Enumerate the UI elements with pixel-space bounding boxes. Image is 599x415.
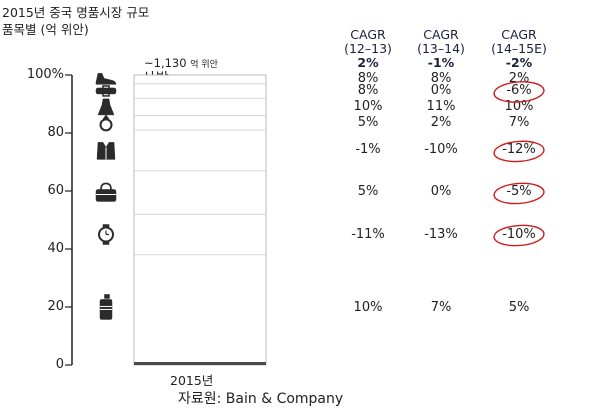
cagr-overall-0: 2%: [357, 55, 379, 70]
highlight-circle-4: [493, 140, 545, 163]
bar-base: [134, 362, 266, 365]
total-unit: 억 위안: [190, 60, 218, 70]
chart-title: 2015년 중국 명품시장 규모 품목별 (억 위안): [2, 4, 149, 38]
cosmetics-icon: [99, 294, 113, 320]
cagr-value-3-2: 7%: [508, 114, 530, 130]
total-value: ~1,130: [144, 56, 187, 70]
cagr-value-7-0: 10%: [353, 300, 383, 316]
cagr-header-2: CAGR (14–15E) -2%: [474, 28, 564, 70]
cagr-value-7-1: 7%: [430, 300, 452, 316]
cagr-header-period-0: (12–13): [344, 41, 392, 56]
cagr-value-1-1: 0%: [430, 82, 452, 98]
cagr-value-4-1: -10%: [424, 142, 458, 158]
cagr-header-title-0: CAGR: [350, 27, 386, 42]
chart-title-line-2: 품목별 (억 위안): [2, 22, 89, 37]
cagr-value-4-0: -1%: [355, 142, 381, 158]
bar-outline: [133, 74, 267, 366]
cagr-value-5-1: 0%: [430, 184, 452, 200]
dress-icon: [97, 98, 115, 116]
cagr-header-1: CAGR (13–14) -1%: [396, 28, 486, 70]
total-label: ~1,130 억 위안: [144, 56, 218, 70]
cagr-value-2-0: 10%: [353, 98, 383, 114]
cagr-header-0: CAGR (12–13) 2%: [323, 28, 413, 70]
cagr-value-3-1: 2%: [430, 114, 452, 130]
cagr-header-title-2: CAGR: [501, 27, 537, 42]
highlight-circle-1: [493, 81, 545, 103]
bag-icon: [95, 182, 117, 202]
cagr-header-period-2: (14–15E): [491, 41, 547, 56]
accessory-icon: [95, 85, 117, 97]
x-category-label: 2015년: [170, 373, 214, 388]
cagr-value-5-2: -5%: [506, 184, 532, 200]
y-tick-label-40: 40: [47, 241, 64, 256]
cagr-value-1-2: -6%: [506, 82, 532, 98]
cagr-value-7-2: 5%: [508, 300, 530, 316]
cagr-value-0-1: 8%: [430, 71, 452, 87]
cagr-header-period-1: (13–14): [417, 41, 465, 56]
cagr-value-6-2: -10%: [502, 226, 536, 242]
ring-icon: [99, 114, 113, 132]
cagr-overall-2: -2%: [505, 55, 533, 70]
highlight-circle-5: [493, 182, 545, 205]
cagr-overall-1: -1%: [427, 55, 455, 70]
cagr-header-title-1: CAGR: [423, 27, 459, 42]
y-tick-label-60: 60: [47, 183, 64, 198]
cagr-value-4-2: -12%: [502, 142, 536, 158]
watch-icon: [98, 224, 114, 245]
cagr-value-1-0: 8%: [357, 82, 379, 98]
y-tick-label-100: 100%: [26, 67, 64, 82]
cagr-value-5-0: 5%: [357, 184, 379, 200]
cagr-value-2-1: 11%: [426, 98, 456, 114]
shoe-icon: [95, 73, 117, 85]
highlight-circle-6: [493, 224, 545, 247]
cagr-value-3-0: 5%: [357, 114, 379, 130]
y-tick-label-0: 0: [55, 357, 64, 372]
chart-title-line-1: 2015년 중국 명품시장 규모: [2, 5, 150, 20]
cagr-value-6-1: -13%: [424, 226, 458, 242]
suit-icon: [96, 142, 116, 160]
y-tick-label-80: 80: [47, 125, 64, 140]
y-tick-label-20: 20: [47, 299, 64, 314]
source-note: 자료원: Bain & Company: [178, 391, 344, 407]
cagr-value-6-0: -11%: [351, 226, 385, 242]
cagr-value-0-0: 8%: [357, 71, 379, 87]
